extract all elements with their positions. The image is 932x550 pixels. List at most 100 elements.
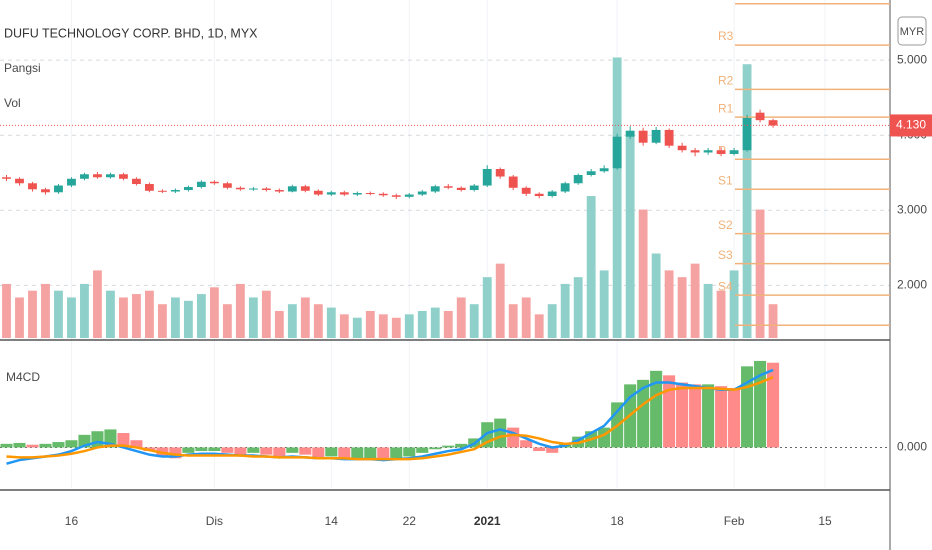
candle-body (716, 150, 726, 154)
volume-bar (93, 270, 102, 338)
volume-bar (2, 283, 11, 338)
candle-body (703, 150, 713, 153)
volume-bar (170, 297, 180, 338)
volume-bar (391, 317, 401, 338)
candle-body (755, 112, 765, 121)
volume-bar (638, 209, 648, 338)
candle-body (157, 190, 167, 192)
candle-body (404, 194, 414, 197)
volume-bar (144, 290, 154, 338)
volume-bar (54, 290, 63, 338)
histogram-bar (728, 387, 741, 448)
histogram-bar (689, 384, 702, 448)
volume-bar (235, 283, 245, 338)
volume-bar (625, 135, 635, 338)
histogram-bar (247, 447, 260, 453)
histogram-bar (520, 440, 533, 448)
histogram-bar (416, 447, 429, 453)
volume-bar (365, 310, 375, 338)
candle-body (15, 178, 24, 184)
currency-button[interactable] (897, 16, 927, 46)
volume-bar (313, 304, 323, 338)
histogram-bar (546, 447, 559, 453)
volume-bar (599, 270, 609, 338)
pivot-label: R4 (718, 0, 734, 2)
histogram-bar (182, 447, 195, 453)
histogram-bar (169, 447, 182, 459)
histogram-bar (403, 447, 416, 457)
volume-bar (132, 294, 141, 338)
pivot-label: R2 (718, 74, 734, 88)
last-price-box (890, 114, 932, 137)
candle-body (54, 185, 63, 193)
histogram-bar (65, 440, 78, 448)
volume-bar (547, 304, 557, 338)
x-tick-label: 2021 (474, 514, 501, 528)
candle-body (235, 187, 245, 190)
volume-bar (183, 300, 193, 338)
x-tick-label: 15 (818, 514, 832, 528)
pivot-label: R1 (718, 101, 734, 115)
histogram-bar (650, 370, 663, 448)
pivot-label: S1 (718, 173, 733, 187)
macd-line (6, 375, 774, 461)
macd-title: M4CD (6, 370, 40, 384)
candle-body (430, 186, 440, 192)
histogram-bar (260, 447, 273, 455)
histogram-bar (26, 444, 39, 448)
histogram-bar (767, 362, 780, 448)
y-tick-label: 0.000 (897, 440, 927, 454)
volume-bar (469, 304, 479, 338)
histogram-bar (195, 447, 208, 452)
histogram-bar (312, 447, 325, 459)
candle-body (690, 150, 700, 153)
candle-body (391, 195, 401, 197)
y-tick-label: 3.000 (897, 202, 927, 216)
volume-bar (287, 304, 297, 338)
pivot-label: R3 (718, 29, 734, 43)
histogram-bar (429, 447, 442, 450)
candle-body (261, 188, 271, 191)
volume-bar (755, 209, 765, 338)
candle-body (612, 136, 622, 169)
volume-bar (664, 270, 674, 338)
volume-bar (729, 270, 739, 338)
candle-body (625, 130, 635, 137)
candle-body (599, 168, 609, 172)
volume-bar (209, 287, 219, 338)
histogram-bar (221, 447, 234, 453)
volume-bar (80, 283, 89, 338)
candle-body (144, 184, 154, 191)
histogram-bar (52, 442, 65, 448)
candle-body (183, 187, 193, 191)
histogram-bar (377, 447, 390, 461)
volume-bar (768, 304, 778, 338)
histogram-bar (442, 445, 455, 448)
volume-bar (612, 57, 622, 339)
candle-body (482, 169, 492, 186)
x-tick-label: Feb (724, 514, 745, 528)
volume-bar (274, 310, 284, 338)
candle-body (132, 178, 141, 185)
volume-bar (703, 283, 713, 338)
candle-body (170, 190, 180, 192)
candle-body (287, 186, 297, 192)
histogram-bar (663, 375, 676, 448)
volume-bar (534, 314, 544, 338)
volume-bar (482, 277, 492, 338)
candle-body (196, 181, 206, 188)
histogram-bar (234, 447, 247, 455)
currency-label[interactable]: MYR (900, 26, 925, 38)
histogram-bar (455, 443, 468, 448)
candle-body (28, 183, 37, 190)
volume-bar (417, 310, 427, 338)
volume-bar (326, 307, 336, 338)
candle-body (339, 192, 349, 195)
candle-body (119, 174, 128, 179)
candle-body (573, 175, 583, 184)
histogram-bar (91, 431, 104, 448)
volume-bar (521, 297, 531, 338)
candle-body (586, 171, 596, 176)
pivot-label: S2 (718, 218, 733, 232)
